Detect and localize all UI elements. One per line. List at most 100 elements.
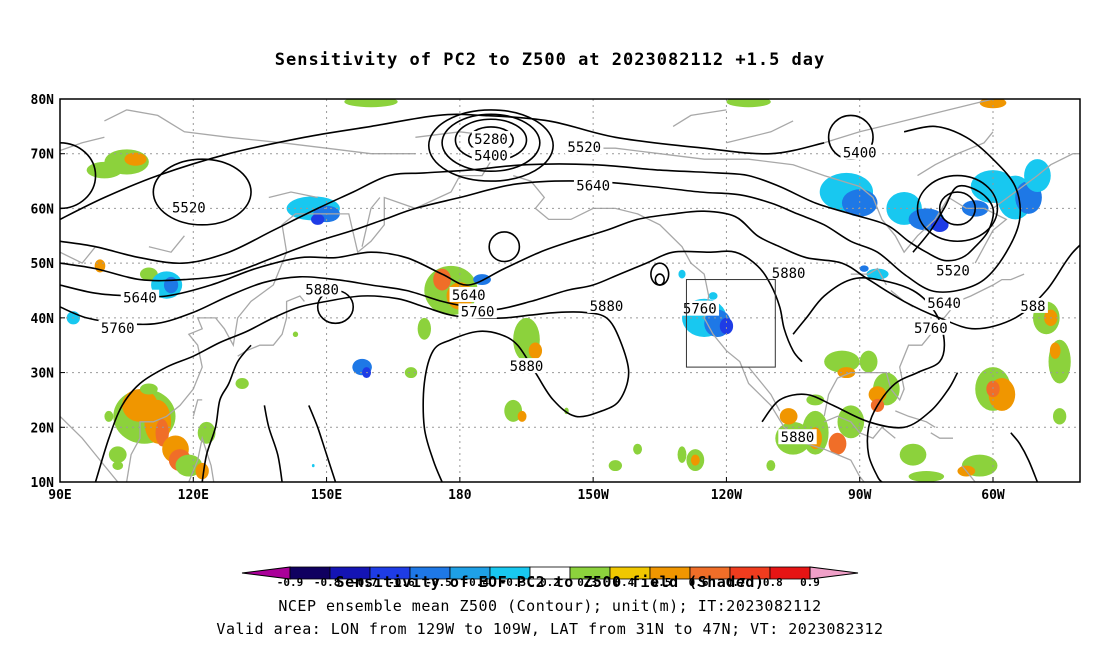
lon-tick-label: 150W [577, 488, 608, 503]
sensitivity-patch [124, 152, 147, 166]
sensitivity-patch [979, 99, 1007, 109]
colorbar-tick-label: 0.4 [614, 576, 634, 589]
z500-contour-closed [60, 141, 97, 210]
z500-contours [60, 109, 1080, 482]
lat-tick-label: 60N [31, 202, 55, 217]
lon-tick-label: 90E [48, 488, 71, 503]
sensitivity-patch [311, 213, 325, 225]
coastline [726, 120, 794, 144]
lon-tick-label: 120E [178, 488, 209, 503]
colorbar-tick-label: 0.8 [763, 576, 783, 589]
colorbar-tick-label: -0.4 [462, 576, 489, 589]
contour-label: 588 [1020, 299, 1045, 315]
sensitivity-patch [677, 446, 687, 463]
contour-label-bg [769, 265, 808, 281]
coastline [125, 153, 496, 482]
coastline [961, 465, 991, 482]
z500-contour-closed [488, 231, 521, 263]
contour-label: 5640 [452, 288, 486, 304]
z500-contour [94, 295, 630, 482]
sensitivity-patch [726, 99, 771, 108]
sensitivity-patch [104, 410, 114, 422]
sensitivity-patch [417, 317, 431, 340]
contour-label: 5640 [123, 291, 157, 307]
sensitivity-patch [1052, 408, 1067, 425]
colorbar: -0.9 -0.8 -0.7 -0.6 -0.5 -0.4 -0.3 0.2 0.3 0.4 0.5… [241, 566, 859, 589]
colorbar-tick-label: -0.6 [388, 576, 415, 589]
z500-contour [60, 125, 1022, 293]
plot-frame [59, 98, 1081, 483]
coastline [672, 109, 727, 127]
contour-label-bg [911, 319, 950, 335]
colorbar-tick-label: -0.8 [314, 576, 341, 589]
coastline [824, 99, 994, 144]
sensitivity-patch [899, 443, 927, 466]
z500-contour-closed [152, 158, 252, 226]
colorbar-tick-label: 0.5 [651, 576, 671, 589]
sensitivity-patch [311, 463, 315, 468]
colorbar-tick-label: -0.9 [277, 576, 304, 589]
coastline [237, 295, 305, 357]
lon-tick-label: 90W [848, 488, 872, 503]
contour-label-bg [458, 303, 497, 319]
coastline [60, 136, 105, 152]
z500-contour-closed [938, 191, 977, 226]
z500-contour [1010, 432, 1039, 482]
coastline [917, 131, 994, 177]
sensitivity-patch [930, 217, 949, 232]
sensitivity-patch [108, 446, 127, 463]
chart-title: Sensitivity of PC2 to Z500 at 2023082112… [274, 50, 826, 70]
valid-area-box [685, 279, 776, 368]
contour-label-bg [302, 281, 342, 297]
lat-tick-label: 50N [31, 257, 55, 272]
contour-label-bg [1018, 297, 1048, 313]
sensitivity-patch [719, 317, 734, 335]
sensitivity-patch [859, 350, 878, 373]
contour-label: 5400 [474, 148, 508, 164]
contour-label-bg [98, 319, 137, 335]
sensitivity-patch [139, 267, 158, 281]
contour-label-bg [471, 147, 511, 163]
sensitivity-patch [433, 268, 451, 291]
coastline [60, 415, 119, 482]
contour-label: 5640 [927, 296, 961, 312]
colorbar-tick-label: 0.3 [577, 576, 597, 589]
sensitivity-patch [404, 367, 418, 379]
sensitivity-patch [1049, 342, 1061, 359]
sensitivity-patch [859, 265, 869, 272]
lat-tick-label: 40N [31, 312, 55, 327]
contour-label-bg [169, 199, 209, 215]
sensitivity-patch [235, 378, 249, 389]
sensitivity-patch [112, 461, 124, 470]
sensitivity-patch [908, 471, 945, 482]
z500-contour [60, 250, 803, 363]
contour-label: 5520 [567, 140, 601, 156]
colorbar-tick-label: 0.7 [726, 576, 746, 589]
z500-contour [201, 344, 252, 482]
contour-label: 5760 [101, 321, 135, 337]
z500-contour-closed [441, 113, 541, 173]
colorbar-tick-label: -0.7 [351, 576, 378, 589]
coastline [188, 435, 215, 482]
coastline [570, 147, 1008, 264]
contour-label-bg [587, 297, 626, 313]
lon-tick-label: 180 [448, 488, 472, 503]
sensitivity-patch [86, 161, 123, 179]
coastline [895, 410, 936, 428]
coastline [361, 197, 381, 247]
coastline [930, 432, 953, 439]
sensitivity-patch [806, 394, 825, 406]
z500-contour [792, 277, 946, 482]
contour-label: 5760 [461, 304, 495, 320]
colorbar-tick-label: 0.2 [540, 576, 560, 589]
contour-label-bg [120, 289, 160, 305]
contour-label: 5640 [576, 179, 610, 195]
contour-label: 5400 [843, 146, 877, 162]
lat-tick-label: 30N [31, 367, 55, 382]
z500-contour [308, 405, 337, 482]
contour-label-bg [680, 300, 719, 316]
z500-contour [761, 372, 959, 429]
sensitivity-patch [175, 454, 203, 477]
